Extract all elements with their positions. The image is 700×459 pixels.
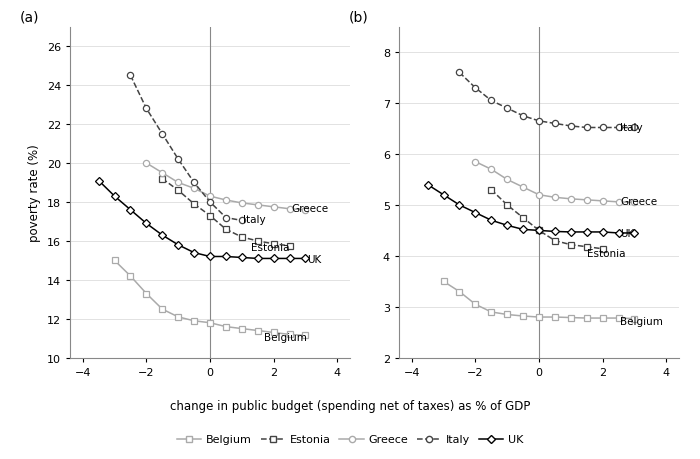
Text: Belgium: Belgium (264, 333, 307, 342)
Text: (b): (b) (349, 10, 368, 24)
Text: UK: UK (620, 229, 634, 238)
Text: change in public budget (spending net of taxes) as % of GDP: change in public budget (spending net of… (170, 399, 530, 412)
Text: UK: UK (307, 255, 321, 265)
Text: (a): (a) (20, 10, 39, 24)
Text: Estonia: Estonia (587, 249, 625, 259)
Legend: Belgium, Estonia, Greece, Italy, UK: Belgium, Estonia, Greece, Italy, UK (172, 430, 528, 449)
Text: Italy: Italy (620, 123, 643, 133)
Text: Greece: Greece (291, 203, 328, 213)
Text: Belgium: Belgium (620, 316, 663, 326)
Text: Italy: Italy (244, 215, 266, 225)
Y-axis label: poverty rate (%): poverty rate (%) (28, 144, 41, 241)
Text: Estonia: Estonia (251, 242, 290, 252)
Text: Greece: Greece (620, 197, 657, 207)
